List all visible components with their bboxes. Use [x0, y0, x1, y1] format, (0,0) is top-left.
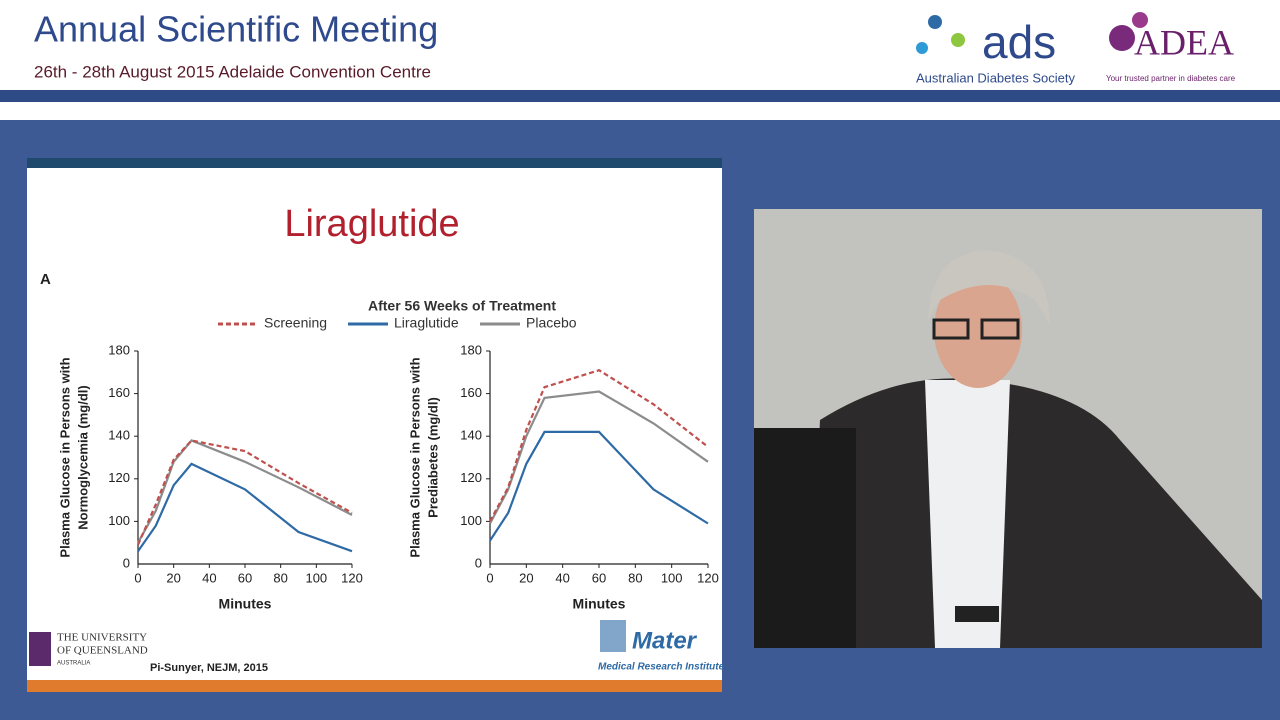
y-tick-label: 100 — [460, 513, 482, 528]
header-bar — [0, 90, 1280, 102]
legend: Screening Liraglutide Placebo — [218, 315, 577, 331]
x-tick-label: 100 — [305, 570, 327, 585]
adea-logo: ADEA — [1134, 22, 1234, 62]
legend-label: Liraglutide — [394, 315, 459, 331]
ads-icon — [951, 33, 965, 47]
y-axis-floor-label: 0 — [123, 555, 130, 570]
uq-name: THE UNIVERSITY — [57, 632, 147, 644]
y-tick-label: 120 — [108, 470, 130, 485]
uq-country: AUSTRALIA — [57, 661, 90, 667]
y-axis-label: Plasma Glucose in Persons with — [407, 357, 422, 557]
speaker-video — [754, 209, 1262, 648]
ads-logo: ads — [982, 16, 1056, 68]
x-tick-label: 0 — [134, 570, 141, 585]
y-tick-label: 140 — [460, 428, 482, 443]
speaker-face — [934, 272, 1022, 388]
header-bg — [0, 0, 1280, 90]
ads-name: Australian Diabetes Society — [916, 70, 1075, 85]
x-tick-label: 120 — [341, 570, 363, 585]
ads-icon — [916, 42, 928, 54]
slide-top-bar — [27, 158, 722, 168]
uq-name: OF QUEENSLAND — [57, 645, 148, 657]
y-tick-label: 180 — [460, 342, 482, 357]
y-axis-floor-label: 0 — [475, 555, 482, 570]
speaker-jacket — [810, 378, 1262, 648]
chart-heading: After 56 Weeks of Treatment — [368, 298, 556, 314]
series-line — [137, 462, 353, 553]
x-axis-label: Minutes — [573, 596, 626, 612]
speaker-shirt — [925, 380, 1010, 648]
x-tick-label: 40 — [202, 570, 216, 585]
x-tick-label: 20 — [519, 570, 533, 585]
x-tick-label: 0 — [486, 570, 493, 585]
y-axis-label: Plasma Glucose in Persons with — [57, 357, 72, 557]
citation: Pi-Sunyer, NEJM, 2015 — [150, 662, 268, 674]
slide-bottom-bar — [27, 680, 722, 692]
x-tick-label: 120 — [697, 570, 719, 585]
x-tick-label: 40 — [555, 570, 569, 585]
mater-sub: Medical Research Institute — [598, 662, 725, 673]
x-tick-label: 20 — [166, 570, 180, 585]
y-tick-label: 100 — [108, 513, 130, 528]
adea-tagline: Your trusted partner in diabetes care — [1106, 74, 1236, 83]
x-tick-label: 80 — [628, 570, 642, 585]
x-tick-label: 80 — [273, 570, 287, 585]
series-line — [137, 439, 353, 544]
legend-label: Screening — [264, 315, 327, 331]
y-tick-label: 140 — [108, 428, 130, 443]
header-gap — [0, 102, 1280, 120]
adea-icon — [1109, 25, 1135, 51]
clicker — [955, 606, 999, 622]
series-line — [489, 430, 709, 542]
y-tick-label: 160 — [460, 385, 482, 400]
monitor — [754, 428, 856, 648]
y-axis-label: Normoglycemia (mg/dl) — [75, 385, 90, 529]
slide-title: Liraglutide — [284, 203, 459, 245]
series-line — [136, 439, 353, 546]
y-tick-label: 120 — [460, 470, 482, 485]
x-tick-label: 60 — [238, 570, 252, 585]
meeting-subtitle: 26th - 28th August 2015 Adelaide Convent… — [34, 62, 431, 81]
mater-icon — [600, 620, 626, 652]
slide — [27, 158, 722, 692]
x-tick-label: 100 — [661, 570, 683, 585]
uq-crest — [29, 632, 51, 666]
y-tick-label: 180 — [108, 342, 130, 357]
meeting-title: Annual Scientific Meeting — [34, 9, 438, 50]
glasses — [932, 318, 970, 340]
glasses — [980, 318, 1020, 340]
panel-label: A — [40, 271, 51, 288]
y-axis-label: Prediabetes (mg/dl) — [425, 397, 440, 518]
adea-icon — [1132, 12, 1148, 28]
y-tick-label: 160 — [108, 385, 130, 400]
legend-label: Placebo — [526, 315, 577, 331]
speaker-hair — [928, 250, 1050, 325]
x-axis-label: Minutes — [219, 596, 272, 612]
x-tick-label: 60 — [592, 570, 606, 585]
mater-logo: Mater — [632, 627, 698, 654]
ads-icon — [928, 15, 942, 29]
series-line — [489, 368, 709, 522]
